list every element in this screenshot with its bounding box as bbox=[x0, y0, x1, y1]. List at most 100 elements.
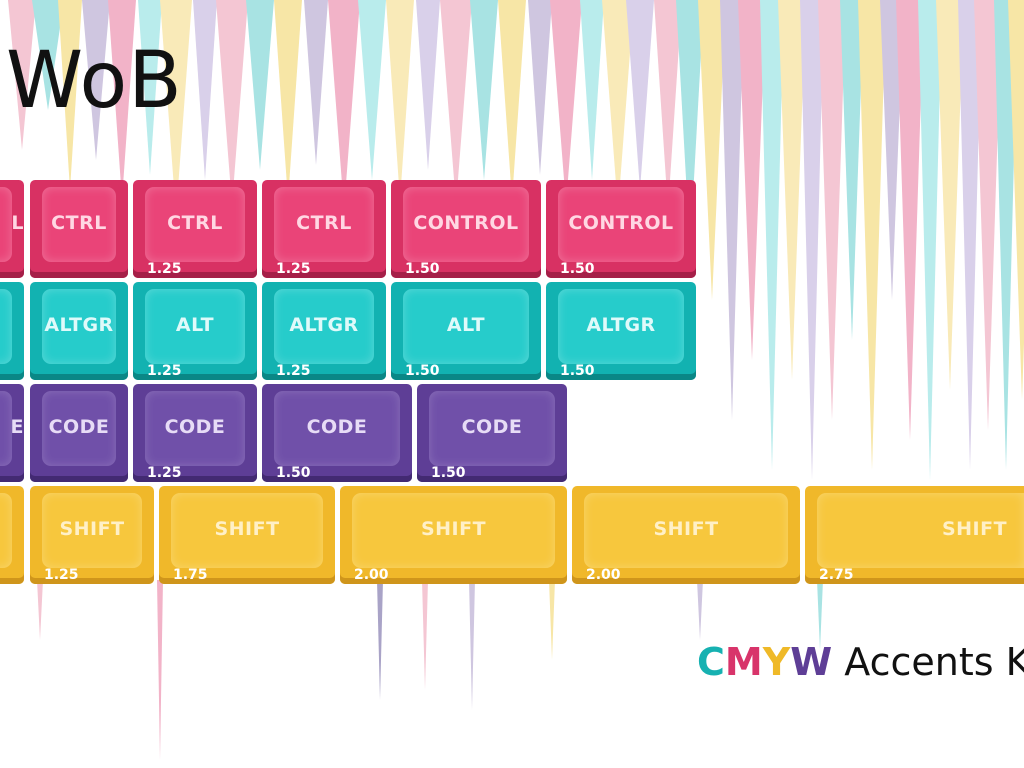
keycap: CTRL bbox=[30, 180, 128, 278]
keycap: CODE 1.25 bbox=[133, 384, 257, 482]
stripe bbox=[58, 0, 82, 190]
page-title: WoB bbox=[6, 36, 183, 126]
keycap-label: SHIFT bbox=[653, 518, 719, 540]
keycap-label: CONTROL bbox=[413, 212, 519, 234]
stripe bbox=[528, 0, 552, 175]
stripe bbox=[738, 0, 766, 360]
keycap: CODE 1.50 bbox=[417, 384, 567, 482]
keycap-label: ALT bbox=[175, 314, 215, 336]
stripe bbox=[377, 580, 383, 700]
stripe bbox=[800, 0, 824, 480]
keycap-size: 1.25 bbox=[147, 465, 182, 481]
stripe bbox=[32, 0, 64, 110]
stripe bbox=[82, 0, 110, 160]
keycap bbox=[0, 282, 24, 380]
keycap: SHIFT 2.00 bbox=[572, 486, 800, 584]
keycap: CTRL 1.25 bbox=[133, 180, 257, 278]
stripe bbox=[37, 580, 43, 640]
keycap-label: CODE bbox=[48, 416, 110, 438]
stripe bbox=[328, 0, 360, 210]
keycap-size: 1.50 bbox=[405, 363, 440, 379]
stripe bbox=[580, 0, 604, 180]
keycap-label: CONTROL bbox=[568, 212, 674, 234]
keycap-size: 1.50 bbox=[276, 465, 311, 481]
stripe bbox=[994, 0, 1018, 470]
stripe bbox=[216, 0, 248, 205]
stripe bbox=[160, 0, 192, 215]
keycap-label: L bbox=[11, 212, 24, 234]
keycap: E bbox=[0, 384, 24, 482]
keycap-size: 1.50 bbox=[560, 363, 595, 379]
keycap-label: CODE bbox=[306, 416, 368, 438]
keycap-label: ALTGR bbox=[289, 314, 359, 336]
keycap-label: CODE bbox=[164, 416, 226, 438]
keycap-size: 1.25 bbox=[147, 261, 182, 277]
keycap: ALT 1.50 bbox=[391, 282, 541, 380]
keycap: ALTGR bbox=[30, 282, 128, 380]
stripe bbox=[676, 0, 704, 250]
stripe bbox=[958, 0, 982, 470]
stripe bbox=[304, 0, 328, 165]
stripe bbox=[720, 0, 744, 420]
keycap-size: 2.75 bbox=[819, 567, 854, 583]
stripe bbox=[470, 0, 498, 180]
keycap: SHIFT 2.75 bbox=[805, 486, 1024, 584]
keycap bbox=[0, 486, 24, 584]
keycap-size: 1.25 bbox=[276, 261, 311, 277]
stripe bbox=[550, 0, 582, 205]
keycap-label: SHIFT bbox=[214, 518, 280, 540]
stripe bbox=[974, 0, 1002, 430]
stripe bbox=[654, 0, 682, 210]
keycap-label: CODE bbox=[461, 416, 523, 438]
keycap: CODE bbox=[30, 384, 128, 482]
keycap: ALT 1.25 bbox=[133, 282, 257, 380]
stripe bbox=[549, 580, 555, 660]
stripe bbox=[108, 0, 136, 200]
keycap-size: 2.00 bbox=[586, 567, 621, 583]
stripe bbox=[422, 580, 428, 690]
stripe bbox=[626, 0, 654, 190]
keycap-size: 1.50 bbox=[431, 465, 466, 481]
stripe bbox=[386, 0, 414, 200]
stripe bbox=[697, 580, 703, 640]
stripe bbox=[840, 0, 864, 340]
keycap: CTRL 1.25 bbox=[262, 180, 386, 278]
stripe bbox=[817, 580, 823, 650]
stripe bbox=[246, 0, 274, 170]
keycap-label: ALTGR bbox=[44, 314, 114, 336]
keycap-size: 1.75 bbox=[173, 567, 208, 583]
stripe bbox=[416, 0, 440, 170]
keycap-label: ALTGR bbox=[586, 314, 656, 336]
keycap-label: CTRL bbox=[167, 212, 223, 234]
stripe bbox=[274, 0, 302, 200]
stripe bbox=[818, 0, 846, 420]
keycap-label: SHIFT bbox=[941, 518, 1008, 540]
stripe bbox=[138, 0, 162, 175]
keycap: SHIFT 1.75 bbox=[159, 486, 335, 584]
stripe bbox=[358, 0, 386, 180]
brand-logo: CMYW Accents K bbox=[697, 640, 1024, 684]
keycap-size: 1.50 bbox=[560, 261, 595, 277]
keycap-size: 1.25 bbox=[44, 567, 79, 583]
keycap: L bbox=[0, 180, 24, 278]
stripe bbox=[602, 0, 634, 210]
keycap: ALTGR 1.50 bbox=[546, 282, 696, 380]
stripe bbox=[778, 0, 806, 380]
stripe bbox=[8, 0, 36, 150]
stripe bbox=[936, 0, 964, 390]
keycap: ALTGR 1.25 bbox=[262, 282, 386, 380]
keycap-label: SHIFT bbox=[59, 518, 125, 540]
keycap-size: 1.25 bbox=[147, 363, 182, 379]
keycap-label: E bbox=[10, 416, 24, 438]
stripe bbox=[157, 580, 163, 760]
stripe bbox=[918, 0, 942, 480]
keycap: CONTROL 1.50 bbox=[391, 180, 541, 278]
stripe bbox=[469, 580, 475, 710]
keycap-label: CTRL bbox=[296, 212, 352, 234]
stripe bbox=[880, 0, 904, 300]
stripe bbox=[858, 0, 886, 470]
stripe bbox=[1008, 0, 1024, 400]
keycap: CONTROL 1.50 bbox=[546, 180, 696, 278]
keycap-label: CTRL bbox=[51, 212, 107, 234]
stripe bbox=[698, 0, 726, 300]
